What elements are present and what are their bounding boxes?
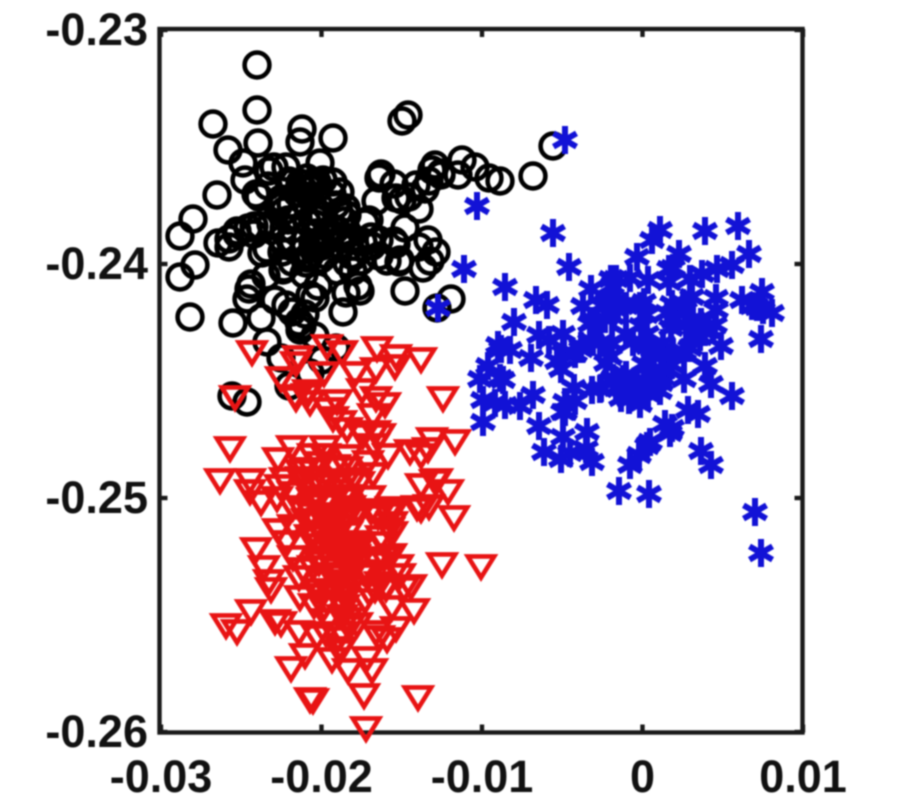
svg-text:-0.26: -0.26 (45, 706, 148, 757)
svg-text:-0.23: -0.23 (45, 4, 148, 55)
svg-text:-0.25: -0.25 (45, 472, 148, 523)
svg-text:0.01: 0.01 (759, 751, 847, 800)
svg-text:0: 0 (630, 751, 655, 800)
svg-text:-0.24: -0.24 (45, 238, 148, 289)
svg-text:-0.01: -0.01 (431, 751, 534, 800)
svg-text:-0.02: -0.02 (270, 751, 373, 800)
svg-text:-0.03: -0.03 (110, 751, 213, 800)
